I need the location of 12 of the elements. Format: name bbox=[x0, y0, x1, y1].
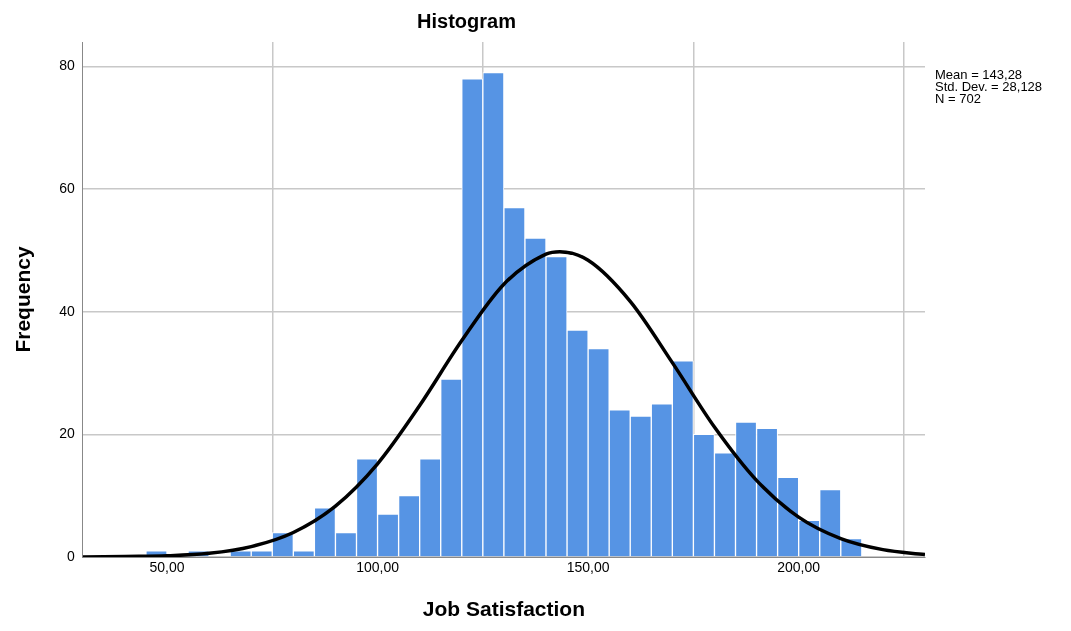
x-axis-title: Job Satisfaction bbox=[422, 597, 585, 621]
y-tick-label: 80 bbox=[59, 57, 75, 74]
x-tick-label: 200,00 bbox=[777, 559, 821, 576]
y-axis-title: Frequency bbox=[11, 246, 35, 353]
y-tick-label: 0 bbox=[66, 547, 75, 564]
y-tick-label: 60 bbox=[59, 180, 75, 196]
chart-title: Histogram bbox=[417, 9, 516, 32]
x-tick-label: 150,00 bbox=[566, 559, 610, 576]
y-tick-label: 20 bbox=[59, 425, 75, 442]
x-tick-label: 100,00 bbox=[356, 559, 400, 576]
x-tick-label: 50,00 bbox=[149, 559, 185, 576]
y-tick-label: 40 bbox=[59, 302, 75, 319]
